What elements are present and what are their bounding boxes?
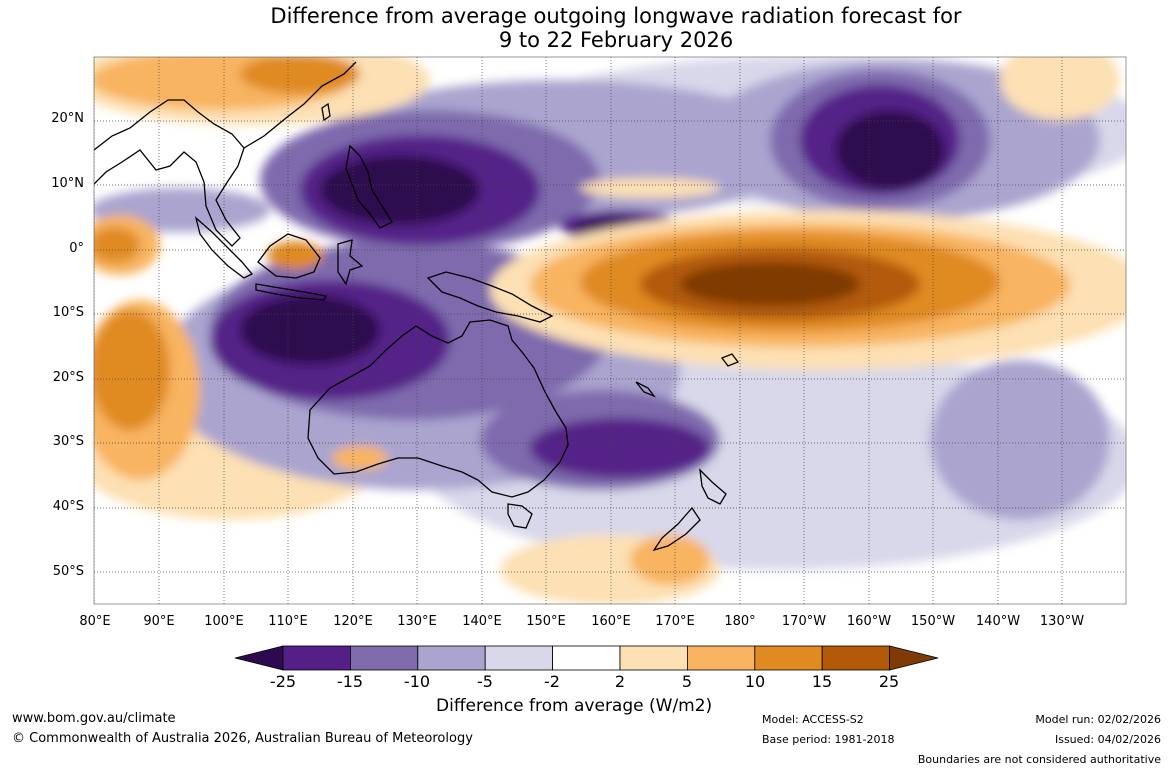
- colorbar-tick-minus25: -25: [269, 672, 297, 691]
- sumatra-coastline: [194, 216, 254, 279]
- colorbar-tick-15: 15: [811, 672, 833, 691]
- lon-label-140e: 140°E: [462, 614, 502, 629]
- footer-model-run: Model run: 02/02/2026: [1035, 713, 1161, 726]
- lat-label-40s: 40°S: [52, 499, 84, 514]
- new-caledonia-coastline: [635, 381, 656, 398]
- lon-label-170e: 170°E: [655, 614, 695, 629]
- china-coastline: [243, 61, 357, 149]
- colorbar-tick-minus5: -5: [477, 672, 493, 691]
- new-zealand-south-coastline: [652, 506, 701, 552]
- chart-title-line-1: Difference from average outgoing longwav…: [270, 4, 962, 28]
- se-pacific-lavender: [930, 360, 1110, 520]
- colorbar-segment-2: [349, 645, 419, 671]
- colorbar-extend-high: [889, 645, 939, 671]
- lon-label-90e: 90°E: [143, 614, 175, 629]
- chart-title-line-2: 9 to 22 February 2026: [498, 28, 734, 52]
- lon-label-130w: 130°W: [1039, 614, 1085, 629]
- lon-label-130e: 130°E: [397, 614, 437, 629]
- coastlines: [94, 61, 740, 552]
- indian-darkest-purple: [240, 295, 380, 365]
- colorbar-label: Difference from average (W/m2): [436, 696, 713, 716]
- footer-disclaimer: Boundaries are not considered authoritat…: [917, 753, 1161, 766]
- tasman-deep-purple: [530, 418, 710, 478]
- new-guinea-coastline: [426, 271, 554, 323]
- colorbar-segment-4: [484, 645, 554, 671]
- colorbar-tick-25: 25: [878, 672, 900, 691]
- colorbar-segment-9: [821, 645, 891, 671]
- lon-label-120e: 120°E: [333, 614, 373, 629]
- philippine-sea-darkest-purple: [320, 155, 480, 225]
- tasmania-coastline: [507, 503, 533, 529]
- asia-mainland-coastline: [94, 99, 245, 247]
- equatorial-pacific-darkest-brown: [680, 262, 860, 306]
- lon-label-180: 180°: [724, 614, 756, 629]
- lat-label-20n: 20°N: [51, 111, 84, 126]
- fiji-coastline: [720, 353, 740, 367]
- map-frame: [93, 56, 1127, 605]
- colorbar-tick-minus2: -2: [544, 672, 560, 691]
- footer-model: Model: ACCESS-S2: [762, 713, 864, 726]
- borneo-dark-orange: [267, 241, 323, 269]
- footer-url[interactable]: www.bom.gov.au/climate: [12, 711, 176, 726]
- lon-label-80e: 80°E: [79, 614, 111, 629]
- philippines-coastline: [345, 144, 393, 229]
- lat-label-10s: 10°S: [52, 305, 84, 320]
- lat-label-50s: 50°S: [52, 564, 84, 579]
- colorbar-tick-minus10: -10: [403, 672, 431, 691]
- lon-label-100e: 100°E: [204, 614, 244, 629]
- colorbar-segment-3: [417, 645, 486, 671]
- colorbar-tick-5: 5: [681, 672, 693, 691]
- colorbar-segment-6: [619, 645, 688, 671]
- southern-ocean-orange: [630, 535, 710, 585]
- lon-label-150e: 150°E: [526, 614, 566, 629]
- great-australian-bight-orange: [332, 446, 388, 470]
- graticule: [94, 57, 1126, 604]
- colorbar-extend-low: [234, 645, 284, 671]
- lat-label-20s: 20°S: [52, 370, 84, 385]
- lat-label-0: 0°: [69, 241, 84, 256]
- anomaly-field: [94, 57, 1126, 604]
- lon-label-150w: 150°W: [910, 614, 956, 629]
- equatorial-indian-dark-orange: [94, 227, 140, 263]
- australia-coastline: [307, 319, 569, 498]
- lat-label-30s: 30°S: [52, 434, 84, 449]
- ne-pacific-pale-orange: [1000, 57, 1120, 120]
- borneo-coastline: [257, 233, 321, 279]
- lon-label-170w: 170°W: [781, 614, 827, 629]
- footer-issued: Issued: 04/02/2026: [1054, 733, 1161, 746]
- colorbar-segment-5: [552, 645, 621, 671]
- colorbar-tick-10: 10: [744, 672, 766, 691]
- colorbar-segment-7: [687, 645, 756, 671]
- east-china-dark-orange: [240, 57, 360, 94]
- footer-copyright: © Commonwealth of Australia 2026, Austra…: [12, 731, 473, 746]
- lon-label-160w: 160°W: [846, 614, 892, 629]
- colorbar-segment-8: [754, 645, 823, 671]
- footer-base-period: Base period: 1981-2018: [762, 733, 895, 746]
- lon-label-160e: 160°E: [591, 614, 631, 629]
- sulawesi-coastline: [337, 239, 364, 286]
- taiwan-coastline: [321, 102, 331, 122]
- colorbar-segment-1: [282, 645, 351, 671]
- java-coastline: [255, 283, 327, 301]
- hawaii-darkest-purple: [835, 110, 945, 190]
- indian-ocean-dark-orange: [94, 310, 170, 430]
- lon-label-140w: 140°W: [975, 614, 1021, 629]
- lon-label-110e: 110°E: [268, 614, 308, 629]
- new-zealand-north-coastline: [699, 468, 727, 505]
- colorbar-tick-2: 2: [614, 672, 626, 691]
- colorbar: [234, 645, 939, 671]
- lat-label-10n: 10°N: [51, 176, 84, 191]
- colorbar-tick-minus15: -15: [336, 672, 364, 691]
- north-equatorial-pale-orange: [580, 178, 720, 198]
